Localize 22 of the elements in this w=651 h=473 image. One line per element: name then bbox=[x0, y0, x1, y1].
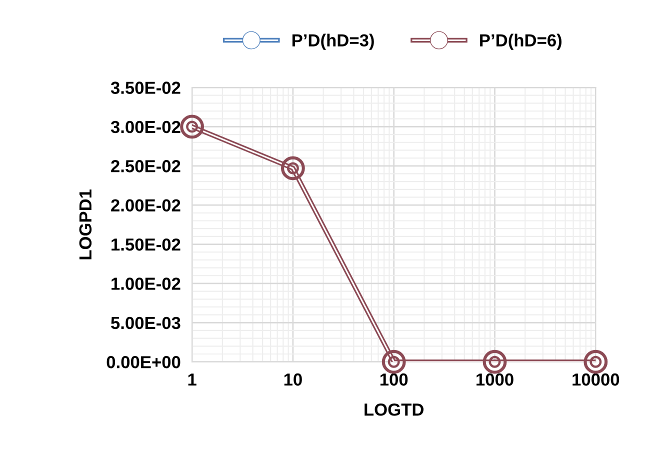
x-tick-label: 100 bbox=[380, 373, 408, 386]
x-tick-label: 10000 bbox=[572, 373, 620, 386]
point bbox=[584, 350, 608, 374]
legend-label: P’D(hD=3) bbox=[292, 34, 374, 50]
y-axis-title: LOGPD1 bbox=[79, 189, 92, 260]
y-tick-label: 2.00E-02 bbox=[111, 199, 180, 212]
point bbox=[281, 156, 305, 180]
y-tick-label: 1.00E-02 bbox=[112, 278, 180, 290]
y-tick-label: 5.00E-03 bbox=[111, 316, 180, 330]
y-tick-label: 2.50E-02 bbox=[111, 160, 180, 172]
point bbox=[180, 114, 204, 139]
x-tick-label: 1 bbox=[188, 374, 196, 386]
x-axis-title: LOGTD bbox=[364, 403, 424, 416]
point bbox=[382, 350, 406, 374]
point bbox=[482, 350, 507, 374]
x-tick-label: 1000 bbox=[476, 373, 514, 386]
x-tick-label: 10 bbox=[284, 373, 302, 386]
y-tick-label: 3.50E-02 bbox=[110, 82, 180, 94]
y-tick-label: 1.50E-02 bbox=[112, 238, 180, 251]
legend-label: P’D(hD=6) bbox=[480, 34, 562, 50]
y-tick-label: 0.00E+00 bbox=[106, 356, 180, 368]
y-tick-label: 3.00E-02 bbox=[110, 120, 180, 134]
